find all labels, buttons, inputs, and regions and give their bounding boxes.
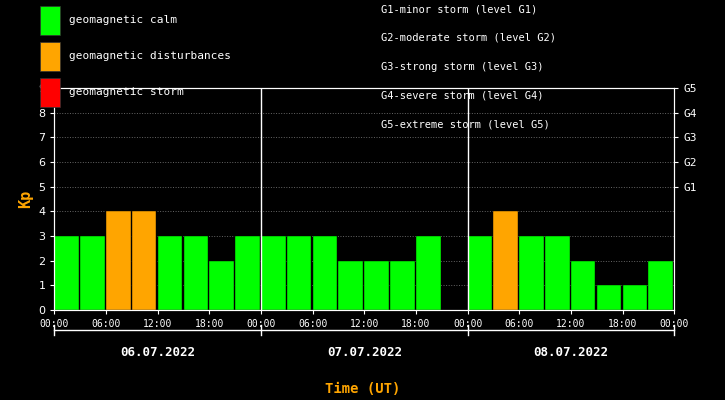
Text: Time (UT): Time (UT)	[325, 382, 400, 396]
Text: 06.07.2022: 06.07.2022	[120, 346, 195, 359]
Bar	[623, 285, 647, 310]
Bar	[339, 261, 363, 310]
Bar	[364, 261, 389, 310]
Bar	[545, 236, 570, 310]
Text: 07.07.2022: 07.07.2022	[327, 346, 402, 359]
Bar	[54, 236, 79, 310]
Bar	[132, 211, 157, 310]
Bar	[494, 211, 518, 310]
Bar	[390, 261, 415, 310]
Bar	[468, 236, 492, 310]
Bar	[597, 285, 621, 310]
Bar	[287, 236, 311, 310]
Bar	[571, 261, 595, 310]
Bar	[235, 236, 260, 310]
Bar	[261, 236, 286, 310]
Bar	[416, 236, 441, 310]
Text: G5-extreme storm (level G5): G5-extreme storm (level G5)	[381, 119, 550, 129]
Bar	[80, 236, 104, 310]
Text: geomagnetic calm: geomagnetic calm	[69, 16, 177, 26]
Text: G1-minor storm (level G1): G1-minor storm (level G1)	[381, 4, 537, 14]
Y-axis label: Kp: Kp	[17, 190, 33, 208]
Bar	[210, 261, 234, 310]
Bar	[312, 236, 337, 310]
Text: 08.07.2022: 08.07.2022	[534, 346, 608, 359]
Bar	[157, 236, 182, 310]
Text: G4-severe storm (level G4): G4-severe storm (level G4)	[381, 90, 543, 100]
Text: geomagnetic disturbances: geomagnetic disturbances	[69, 51, 231, 61]
Text: geomagnetic storm: geomagnetic storm	[69, 87, 183, 97]
Bar	[106, 211, 130, 310]
Bar	[183, 236, 208, 310]
Text: G2-moderate storm (level G2): G2-moderate storm (level G2)	[381, 33, 555, 43]
Bar	[648, 261, 673, 310]
Bar	[519, 236, 544, 310]
Text: G3-strong storm (level G3): G3-strong storm (level G3)	[381, 62, 543, 72]
